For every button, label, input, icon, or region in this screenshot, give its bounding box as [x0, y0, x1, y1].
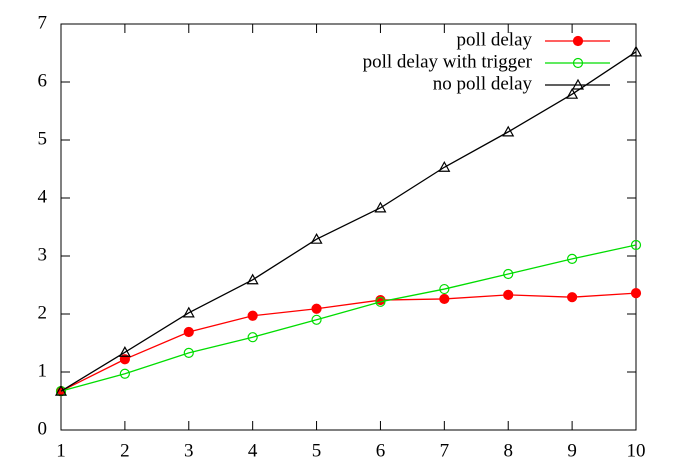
marker	[310, 232, 323, 244]
x-tick-label: 8	[503, 440, 513, 461]
marker	[439, 293, 450, 305]
series-line	[60, 292, 637, 392]
x-tick-label: 2	[120, 440, 130, 461]
marker	[375, 296, 386, 307]
marker	[183, 347, 194, 358]
x-tick-label: 4	[248, 440, 258, 461]
marker	[247, 332, 258, 343]
y-tick-label: 5	[38, 128, 48, 149]
y-tick-label: 3	[38, 244, 48, 265]
marker	[119, 368, 130, 379]
marker	[119, 354, 130, 365]
legend-label: poll delay with trigger	[363, 51, 533, 72]
y-tick-label: 6	[38, 70, 48, 91]
x-tick-label: 1	[56, 440, 66, 461]
legend-label: poll delay	[457, 29, 533, 50]
marker	[118, 346, 131, 357]
marker	[374, 201, 387, 213]
x-tick-label: 10	[627, 440, 646, 461]
y-tick-label: 0	[38, 418, 48, 439]
marker	[246, 273, 259, 285]
marker	[629, 45, 643, 57]
marker	[438, 161, 451, 172]
series-line	[60, 244, 637, 392]
marker	[183, 326, 194, 338]
marker	[502, 125, 515, 137]
marker	[566, 87, 579, 99]
marker	[630, 239, 642, 251]
x-tick-label: 7	[440, 440, 450, 461]
y-tick-label: 7	[38, 12, 48, 33]
marker	[54, 384, 68, 396]
legend-label: no poll delay	[433, 73, 533, 94]
marker	[567, 292, 578, 303]
x-tick-label: 6	[376, 440, 386, 461]
plot-frame	[60, 23, 637, 431]
y-tick-label: 1	[38, 360, 48, 381]
marker	[311, 303, 322, 314]
y-tick-label: 4	[38, 186, 48, 207]
marker	[503, 268, 514, 280]
marker	[567, 253, 578, 264]
series-line	[60, 51, 637, 392]
legend-marker	[571, 78, 585, 90]
marker	[247, 310, 258, 321]
legend-marker	[572, 57, 584, 69]
marker	[503, 289, 514, 300]
x-tick-label: 3	[184, 440, 194, 461]
x-tick-label: 9	[567, 440, 577, 461]
marker	[182, 306, 195, 318]
y-tick-label: 2	[38, 302, 48, 323]
marker	[630, 288, 642, 299]
legend-marker	[572, 35, 584, 47]
marker	[311, 314, 322, 325]
marker	[439, 283, 450, 295]
x-tick-label: 5	[312, 440, 322, 461]
